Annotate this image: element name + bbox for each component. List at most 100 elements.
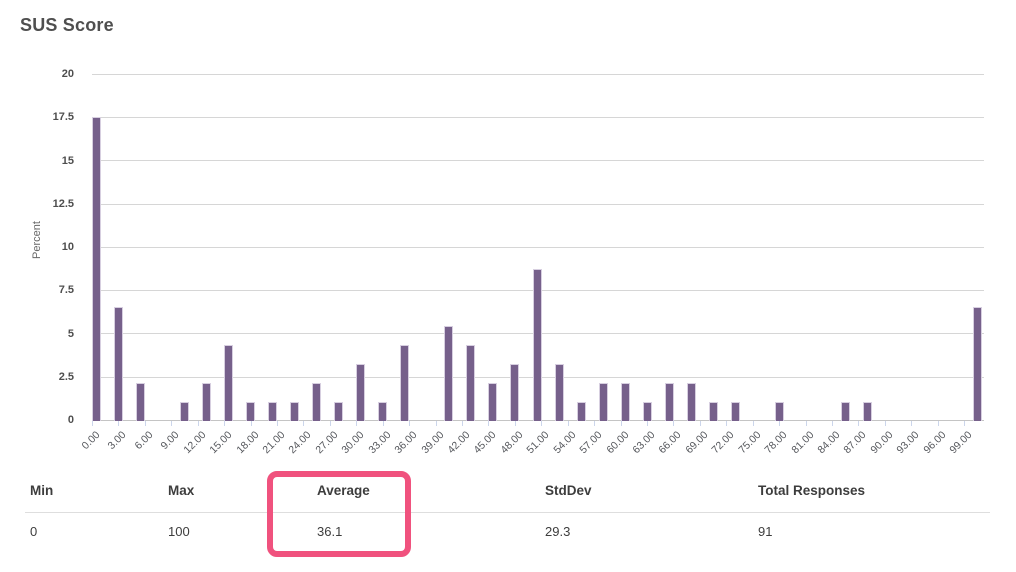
x-tick-mark (488, 421, 489, 426)
y-gridline (92, 74, 984, 75)
stat-column-total-responses: Total Responses 91 (758, 484, 865, 539)
x-tick-mark (330, 421, 331, 426)
x-tick-mark (938, 421, 939, 426)
x-tick-mark (145, 421, 146, 426)
x-tick-mark (541, 421, 542, 426)
stat-header-max: Max (168, 483, 195, 498)
histogram-bar (577, 402, 586, 421)
y-tick-label: 12.5 (52, 198, 74, 210)
histogram-bar (246, 402, 255, 421)
stat-column-stddev: StdDev 29.3 (545, 484, 592, 539)
y-tick-label: 15 (61, 155, 74, 167)
y-axis-title: Percent (31, 221, 43, 259)
histogram-bar (709, 402, 718, 421)
histogram-bar (378, 402, 387, 421)
x-tick-mark (832, 421, 833, 426)
x-tick-mark (224, 421, 225, 426)
stat-header-min: Min (30, 483, 54, 498)
histogram-bar (687, 383, 696, 421)
histogram-bar (863, 402, 872, 421)
y-tick-label: 10 (61, 241, 74, 253)
histogram-bar (643, 402, 652, 421)
x-tick-mark (806, 421, 807, 426)
histogram-bar (510, 364, 519, 421)
histogram-bar (775, 402, 784, 421)
histogram-bar (334, 402, 343, 421)
stat-value-total-responses: 91 (758, 524, 773, 539)
histogram-bar (180, 402, 189, 421)
histogram-bar (621, 383, 630, 421)
stat-value-min: 0 (30, 524, 38, 539)
x-tick-mark (92, 421, 93, 426)
x-tick-mark (647, 421, 648, 426)
histogram-bar (268, 402, 277, 421)
histogram-bar (973, 307, 982, 421)
x-tick-mark (118, 421, 119, 426)
x-tick-mark (462, 421, 463, 426)
x-tick-mark (700, 421, 701, 426)
y-tick-label: 7.5 (58, 284, 74, 296)
histogram-bar (290, 402, 299, 421)
x-tick-mark (726, 421, 727, 426)
histogram-bar (599, 383, 608, 421)
average-highlight-annotation (267, 471, 411, 557)
y-gridline (92, 204, 984, 205)
histogram-bar (400, 345, 409, 421)
histogram-bar (466, 345, 475, 421)
y-gridline (92, 117, 984, 118)
stat-value-stddev: 29.3 (545, 524, 571, 539)
histogram-bar (224, 345, 233, 421)
x-tick-mark (858, 421, 859, 426)
chart-title: SUS Score (20, 15, 114, 35)
plot-area (92, 74, 984, 426)
histogram-bar (555, 364, 564, 421)
histogram-bar (92, 117, 101, 421)
y-tick-label: 20 (61, 68, 74, 80)
x-tick-mark (383, 421, 384, 426)
stat-header-average: Average (317, 483, 370, 498)
x-tick-mark (673, 421, 674, 426)
x-tick-mark (198, 421, 199, 426)
table-header-separator (25, 512, 990, 513)
x-tick-mark (277, 421, 278, 426)
x-tick-mark (171, 421, 172, 426)
stat-header-stddev: StdDev (545, 483, 592, 498)
stat-column-max: Max 100 (168, 484, 194, 539)
x-tick-mark (409, 421, 410, 426)
histogram-bar (731, 402, 740, 421)
y-gridline (92, 247, 984, 248)
histogram-bar (114, 307, 123, 421)
x-tick-mark (568, 421, 569, 426)
x-tick-mark (911, 421, 912, 426)
x-tick-mark (594, 421, 595, 426)
y-tick-label: 5 (67, 328, 74, 340)
y-tick-label: 2.5 (58, 371, 74, 383)
x-tick-mark (779, 421, 780, 426)
stat-value-max: 100 (168, 524, 190, 539)
y-tick-label: 0 (67, 414, 74, 426)
stat-column-average: Average 36.1 (317, 484, 370, 539)
x-tick-mark (436, 421, 437, 426)
y-tick-label: 17.5 (52, 111, 74, 123)
stats-table: Min 0 Max 100 Average 36.1 StdDev 29.3 T… (0, 470, 1016, 572)
x-tick-mark (753, 421, 754, 426)
x-tick-mark (621, 421, 622, 426)
histogram-bar (444, 326, 453, 421)
histogram-bar (665, 383, 674, 421)
x-tick-mark (303, 421, 304, 426)
histogram-bar (533, 269, 542, 421)
stat-header-total-responses: Total Responses (758, 483, 866, 498)
x-tick-mark (964, 421, 965, 426)
x-tick-mark (515, 421, 516, 426)
histogram-bar (136, 383, 145, 421)
stat-value-average: 36.1 (317, 524, 343, 539)
stat-column-min: Min 0 (30, 484, 53, 539)
x-tick-mark (885, 421, 886, 426)
histogram-bar (202, 383, 211, 421)
histogram-bar (312, 383, 321, 421)
histogram-bar (356, 364, 365, 421)
x-tick-mark (356, 421, 357, 426)
histogram-bar (488, 383, 497, 421)
x-tick-mark (251, 421, 252, 426)
